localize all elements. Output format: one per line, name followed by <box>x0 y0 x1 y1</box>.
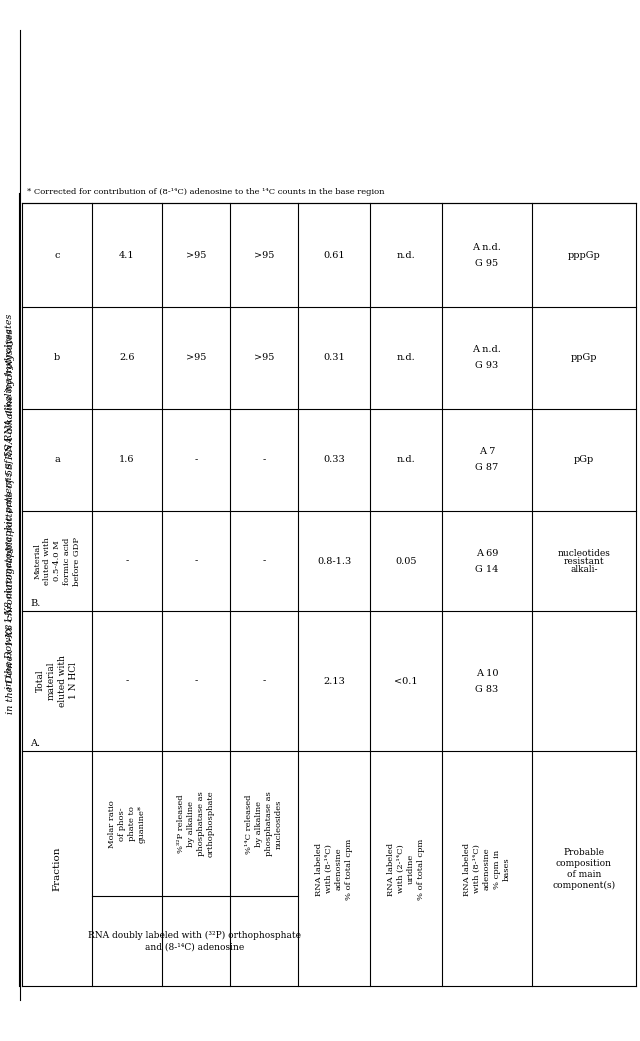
Text: -: - <box>262 557 266 565</box>
Text: pGp: pGp <box>574 456 594 464</box>
Text: c: c <box>54 251 60 259</box>
Text: G 14: G 14 <box>476 564 499 574</box>
Text: G 83: G 83 <box>476 685 499 693</box>
Text: -: - <box>125 677 129 686</box>
Text: b: b <box>54 354 60 362</box>
Text: * Corrected for contribution of (8-¹⁴C) adenosine to the ¹⁴C counts in the base : * Corrected for contribution of (8-¹⁴C) … <box>27 188 385 196</box>
Text: A.: A. <box>30 739 40 748</box>
Text: -: - <box>195 456 198 464</box>
Text: alkali-: alkali- <box>570 564 598 574</box>
Text: Total
material
eluted with
1 N HCl: Total material eluted with 1 N HCl <box>36 655 78 707</box>
Text: RNA labeled
with (2-¹⁴C)
uridine
% of total cpm: RNA labeled with (2-¹⁴C) uridine % of to… <box>387 838 425 899</box>
Text: G 93: G 93 <box>476 361 499 371</box>
Text: G 87: G 87 <box>476 463 499 473</box>
Text: Material
eluted with
0.5-4.0 M
formic acid
before GDP: Material eluted with 0.5-4.0 M formic ac… <box>33 536 81 585</box>
Text: nucleotides: nucleotides <box>557 549 611 558</box>
Text: -: - <box>262 677 266 686</box>
Text: -: - <box>195 557 198 565</box>
Text: n.d.: n.d. <box>397 251 415 259</box>
Text: Molar ratio
of phos-
phate to
guanine*: Molar ratio of phos- phate to guanine* <box>108 801 146 847</box>
Text: A n.d.: A n.d. <box>472 243 501 252</box>
Text: RNA labeled
with (8-¹⁴C)
adenosine
% of total cpm: RNA labeled with (8-¹⁴C) adenosine % of … <box>316 838 353 899</box>
Text: <0.1: <0.1 <box>394 677 418 686</box>
Text: in the Dowex 1-X8 chromatographic patterns of 5S RNA alkaline hydrolysates: in the Dowex 1-X8 chromatographic patter… <box>6 313 15 689</box>
Text: B.: B. <box>30 599 40 608</box>
Text: A 69: A 69 <box>476 549 498 558</box>
Text: RNA doubly labeled with (³²P) orthophosphate
and (8-¹⁴C) adenosine: RNA doubly labeled with (³²P) orthophosp… <box>88 931 301 951</box>
Text: A 10: A 10 <box>476 668 499 678</box>
Text: 0.33: 0.33 <box>323 456 345 464</box>
Text: >95: >95 <box>186 354 206 362</box>
Text: RNA labeled
with (8-¹⁴C)
adenosine
% cpm in
bases: RNA labeled with (8-¹⁴C) adenosine % cpm… <box>463 842 511 895</box>
Text: 4.1: 4.1 <box>119 251 135 259</box>
Text: >95: >95 <box>254 251 274 259</box>
Text: a: a <box>54 456 60 464</box>
Text: ppGp: ppGp <box>571 354 597 362</box>
Text: n.d.: n.d. <box>397 456 415 464</box>
Text: G 95: G 95 <box>476 258 499 268</box>
Text: in the Dowex 1-X8 chromatographic patterns of 5S RNA alkaline hydrolysates: in the Dowex 1-X8 chromatographic patter… <box>6 328 15 714</box>
Text: 2.13: 2.13 <box>323 677 345 686</box>
Text: Probable
composition
of main
component(s): Probable composition of main component(s… <box>552 847 616 890</box>
Text: Fraction: Fraction <box>52 846 61 891</box>
Text: %³²P released
by alkaline
phosphatase as
orthophosphate: %³²P released by alkaline phosphatase as… <box>177 791 214 858</box>
Text: resistant: resistant <box>564 557 604 565</box>
Text: -: - <box>125 557 129 565</box>
Text: A 7: A 7 <box>479 448 495 457</box>
Text: >95: >95 <box>186 251 206 259</box>
Text: -: - <box>262 456 266 464</box>
Text: >95: >95 <box>254 354 274 362</box>
Text: -: - <box>195 677 198 686</box>
Text: A n.d.: A n.d. <box>472 346 501 355</box>
Text: n.d.: n.d. <box>397 354 415 362</box>
Text: 0.31: 0.31 <box>323 354 345 362</box>
Text: pppGp: pppGp <box>568 251 600 259</box>
Text: 0.61: 0.61 <box>323 251 345 259</box>
Text: %¹⁴C released
by alkaline
phosphatase as
nucleosides: %¹⁴C released by alkaline phosphatase as… <box>245 791 283 857</box>
Text: 2.6: 2.6 <box>119 354 135 362</box>
Text: 0.05: 0.05 <box>396 557 417 565</box>
Text: 0.8-1.3: 0.8-1.3 <box>317 557 351 565</box>
Text: 1.6: 1.6 <box>119 456 135 464</box>
